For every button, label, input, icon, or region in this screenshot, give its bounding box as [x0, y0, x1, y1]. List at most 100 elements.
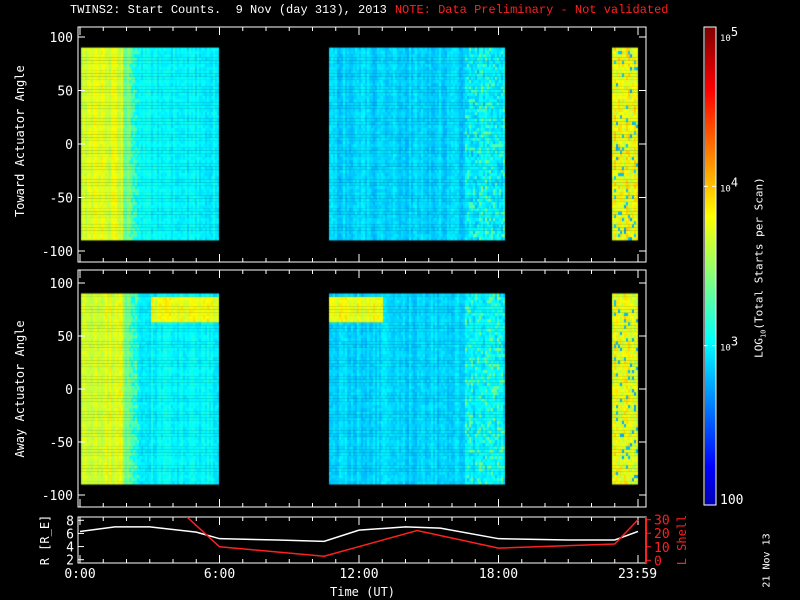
radius-ylabel: R [R_E] — [38, 514, 52, 566]
colorbar-cell — [705, 298, 716, 300]
colorbar-cell — [705, 280, 716, 282]
colorbar-cell — [705, 178, 716, 180]
colorbar-cell — [705, 413, 716, 415]
colorbar-cell — [705, 224, 716, 226]
colorbar-cell — [705, 304, 716, 306]
colorbar-cell — [705, 376, 716, 378]
colorbar-cell — [705, 495, 716, 497]
colorbar-cell — [705, 223, 716, 225]
colorbar-cell — [705, 285, 716, 287]
colorbar-cell — [705, 335, 716, 337]
colorbar-cell — [705, 35, 716, 37]
colorbar-cell — [705, 125, 716, 127]
colorbar-cell — [705, 120, 716, 122]
colorbar-cell — [705, 33, 716, 35]
colorbar-cell — [705, 347, 716, 349]
xtick-label: 12:00 — [339, 567, 378, 582]
colorbar-cell — [705, 92, 716, 94]
colorbar-cell — [705, 188, 716, 190]
colorbar-cell — [705, 143, 716, 145]
colorbar-cell — [705, 257, 716, 259]
colorbar-cell — [705, 330, 716, 332]
colorbar-cell — [705, 207, 716, 209]
colorbar-cell — [705, 136, 716, 138]
colorbar-cell — [705, 192, 716, 194]
colorbar-cell — [705, 177, 716, 179]
colorbar-cell — [705, 48, 716, 50]
colorbar-cell — [705, 325, 716, 327]
colorbar-cell — [705, 459, 716, 461]
colorbar-cell — [705, 217, 716, 219]
colorbar-cell — [705, 241, 716, 243]
colorbar-cell — [705, 191, 716, 193]
colorbar-cell — [705, 473, 716, 475]
colorbar-cell — [705, 118, 716, 120]
colorbar-cell — [705, 450, 716, 452]
colorbar-cell — [705, 366, 716, 368]
colorbar-cell — [705, 97, 716, 99]
colorbar-cell — [705, 416, 716, 418]
colorbar-cell — [705, 470, 716, 472]
colorbar-cell — [705, 431, 716, 433]
colorbar-cell — [705, 214, 716, 216]
colorbar-cell — [705, 256, 716, 258]
colorbar-cell — [705, 340, 716, 342]
colorbar-cell — [705, 230, 716, 232]
colorbar-cell — [705, 98, 716, 100]
colorbar-cell — [705, 124, 716, 126]
colorbar-cell — [705, 422, 716, 424]
colorbar-cell — [705, 389, 716, 391]
colorbar-cell — [705, 497, 716, 499]
colorbar-cell — [705, 111, 716, 113]
colorbar-cell — [705, 202, 716, 204]
colorbar-cell — [705, 137, 716, 139]
colorbar-cell — [705, 384, 716, 386]
colorbar-cell — [705, 127, 716, 129]
colorbar-cell — [705, 128, 716, 130]
colorbar-cell — [705, 167, 716, 169]
colorbar-cell — [705, 164, 716, 166]
colorbar-cell — [705, 392, 716, 394]
colorbar-cell — [705, 186, 716, 188]
colorbar-cell — [705, 57, 716, 59]
colorbar-cell — [705, 104, 716, 106]
colorbar-cell — [705, 383, 716, 385]
colorbar-cell — [705, 198, 716, 200]
colorbar-cell — [705, 190, 716, 192]
colorbar-cell — [705, 49, 716, 51]
colorbar-cell — [705, 485, 716, 487]
colorbar-cell — [705, 288, 716, 290]
colorbar-cell — [705, 306, 716, 308]
colorbar-cell — [705, 341, 716, 343]
colorbar-cell — [705, 228, 716, 230]
colorbar-cell — [705, 72, 716, 74]
colorbar-cell — [705, 411, 716, 413]
ytick-label: 50 — [57, 85, 73, 100]
colorbar-cell — [705, 419, 716, 421]
colorbar-cell — [705, 151, 716, 153]
colorbar-cell — [705, 289, 716, 291]
colorbar-cell — [705, 148, 716, 150]
colorbar-cell — [705, 63, 716, 65]
colorbar-cell — [705, 321, 716, 323]
colorbar-cell — [705, 44, 716, 46]
colorbar-cell — [705, 61, 716, 63]
colorbar-cell — [705, 182, 716, 184]
colorbar-cell — [705, 295, 716, 297]
colorbar-cell — [705, 218, 716, 220]
colorbar-cell — [705, 378, 716, 380]
colorbar-cell — [705, 139, 716, 141]
xlabel: Time (UT) — [330, 585, 396, 599]
colorbar-cell — [705, 464, 716, 466]
colorbar-cell — [705, 185, 716, 187]
colorbar-cell — [705, 201, 716, 203]
colorbar-cell — [705, 455, 716, 457]
colorbar-cell — [705, 414, 716, 416]
colorbar-cell — [705, 95, 716, 97]
colorbar-cell — [705, 99, 716, 101]
colorbar-cell — [705, 60, 716, 62]
colorbar-cell — [705, 418, 716, 420]
colorbar-cell — [705, 87, 716, 89]
colorbar-cell — [705, 278, 716, 280]
colorbar-cell — [705, 103, 716, 105]
